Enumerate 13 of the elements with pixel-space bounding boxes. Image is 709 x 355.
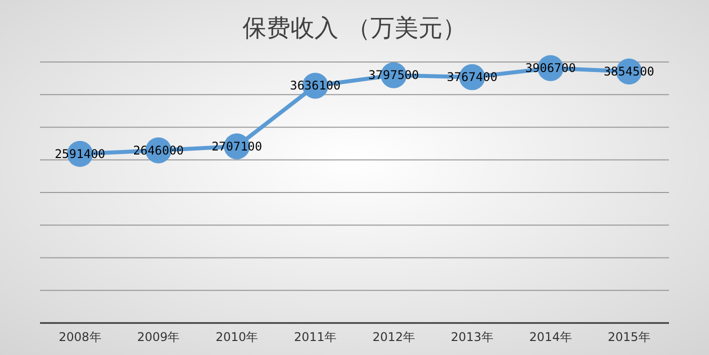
x-tick-label: 2008年	[58, 330, 102, 344]
chart-title: 保费收入 （万美元）	[242, 14, 466, 42]
x-tick-label: 2013年	[450, 330, 494, 344]
x-tick-label: 2012年	[372, 330, 415, 344]
data-label: 3797500	[368, 68, 420, 82]
data-label: 3906700	[525, 61, 576, 76]
x-tick-label: 2015年	[608, 330, 650, 344]
x-tick-label: 2009年	[137, 330, 180, 344]
x-tick-label: 2014年	[529, 330, 572, 344]
data-label: 3767400	[446, 70, 498, 84]
x-tick-label: 2010年	[216, 330, 258, 344]
x-tick-label: 2011年	[294, 330, 337, 344]
data-label: 2646000	[133, 143, 184, 158]
